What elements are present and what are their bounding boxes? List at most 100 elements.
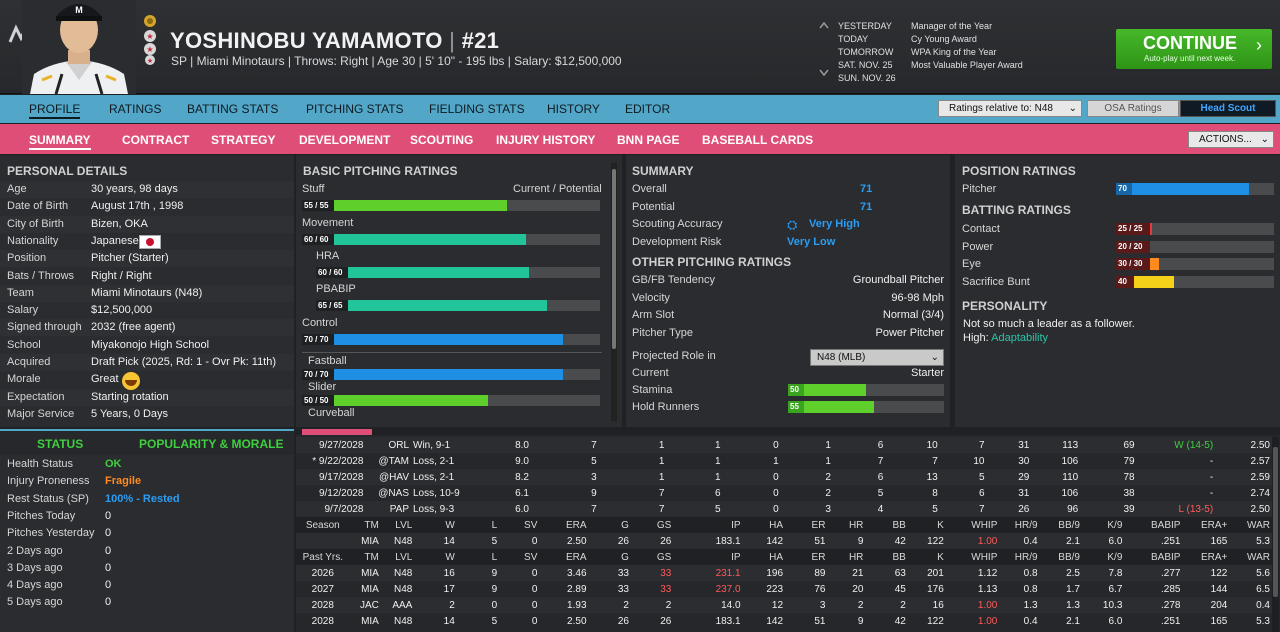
column-header[interactable]: WHIP bbox=[971, 551, 998, 563]
status-label: Pitches Today bbox=[7, 509, 76, 522]
column-header[interactable]: HR bbox=[848, 519, 864, 531]
table-row[interactable]: 2028 MIA N48 14 5 0 2.50 26 26 183.1 142 51 9 42 122 1.… bbox=[296, 613, 1272, 629]
table-row[interactable]: 9/27/2028 ORL Win, 9-1 8.0 7 1 1 0 1 6 10 7 31 113 69 W… bbox=[296, 437, 1272, 453]
column-header[interactable]: HR bbox=[848, 551, 864, 563]
schedule-row[interactable]: SUN. NOV. 26 bbox=[838, 72, 1028, 85]
tab-baseball-cards[interactable]: BASEBALL CARDS bbox=[702, 133, 814, 147]
game-cell: 106 bbox=[1061, 455, 1079, 467]
column-header[interactable]: W bbox=[445, 551, 455, 563]
column-header[interactable]: HR/9 bbox=[1014, 519, 1038, 531]
column-header[interactable]: GS bbox=[656, 519, 672, 531]
column-header[interactable]: G bbox=[621, 551, 629, 563]
stat-cell: 14.0 bbox=[721, 599, 741, 611]
continue-button[interactable]: CONTINUE Auto-play until next week. › bbox=[1116, 29, 1272, 69]
column-header[interactable]: SV bbox=[524, 551, 538, 563]
tab-fielding-stats[interactable]: FIELDING STATS bbox=[429, 102, 525, 116]
column-header[interactable]: Past Yrs. bbox=[302, 551, 343, 563]
head-scout-toggle[interactable]: Head Scout bbox=[1180, 100, 1276, 117]
tab-history[interactable]: HISTORY bbox=[547, 102, 600, 116]
status-label: Injury Proneness bbox=[7, 475, 90, 488]
schedule-row[interactable]: SAT. NOV. 25 Most Valuable Player Award bbox=[838, 59, 1028, 72]
tab-development[interactable]: DEVELOPMENT bbox=[299, 133, 391, 147]
schedule-nav-arrows[interactable] bbox=[818, 20, 830, 78]
column-header[interactable]: W bbox=[445, 519, 455, 531]
column-header[interactable]: WHIP bbox=[971, 519, 998, 531]
tab-batting-stats[interactable]: BATTING STATS bbox=[187, 102, 279, 116]
column-header[interactable]: LVL bbox=[395, 519, 413, 531]
tab-injury-history[interactable]: INJURY HISTORY bbox=[496, 133, 596, 147]
detail-value: Draft Pick (2025, Rd: 1 - Ovr Pk: 11th) bbox=[91, 356, 277, 368]
column-header[interactable]: ERA bbox=[565, 551, 587, 563]
column-header[interactable]: BB/9 bbox=[1058, 551, 1080, 563]
game-cell: 3 bbox=[825, 503, 831, 515]
scrollbar[interactable] bbox=[611, 163, 617, 421]
game-cell: 1 bbox=[825, 439, 831, 451]
game-cell: 1 bbox=[825, 455, 831, 467]
column-header[interactable]: LVL bbox=[395, 551, 413, 563]
column-header[interactable]: SV bbox=[524, 519, 538, 531]
column-header[interactable]: ERA+ bbox=[1200, 551, 1228, 563]
tab-status[interactable]: STATUS bbox=[37, 437, 84, 451]
column-header[interactable]: GS bbox=[656, 551, 672, 563]
column-header[interactable]: BB bbox=[892, 551, 906, 563]
table-row[interactable]: 2027 MIA N48 17 9 0 2.89 33 33 237.0 223 76 20 45 176 1… bbox=[296, 581, 1272, 597]
column-header[interactable]: HA bbox=[769, 551, 784, 563]
table-row[interactable]: 2028 JAC AAA 2 0 0 1.93 2 2 14.0 12 3 2 2 16 1.00 1.3 1.3… bbox=[296, 597, 1272, 613]
projected-role-dropdown[interactable]: N48 (MLB) ⌄ bbox=[810, 349, 944, 366]
stat-cell: N48 bbox=[394, 615, 413, 627]
games-tab[interactable] bbox=[302, 429, 372, 435]
column-header[interactable]: IP bbox=[731, 551, 741, 563]
game-cell: 6.0 bbox=[515, 503, 529, 515]
tab-editor[interactable]: EDITOR bbox=[625, 102, 671, 116]
column-header[interactable]: Season bbox=[305, 519, 340, 531]
scrollbar[interactable] bbox=[1272, 437, 1279, 632]
column-header[interactable]: L bbox=[491, 519, 498, 531]
tab-profile[interactable]: PROFILE bbox=[29, 102, 81, 119]
column-header[interactable]: TM bbox=[364, 551, 379, 563]
game-cell: * 9/22/2028 bbox=[312, 455, 364, 467]
ratings-relative-dropdown[interactable]: Ratings relative to: N48 ⌄ bbox=[938, 100, 1082, 117]
column-header[interactable]: ERA+ bbox=[1200, 519, 1228, 531]
column-header[interactable]: G bbox=[621, 519, 629, 531]
column-header[interactable]: WAR bbox=[1247, 519, 1270, 531]
tab-strategy[interactable]: STRATEGY bbox=[211, 133, 276, 147]
table-row[interactable]: 9/7/2028 PAP Loss, 9-3 6.0 7 7 5 0 3 4 5 7 26 96 39 L (… bbox=[296, 501, 1272, 517]
table-row[interactable]: MIA N48 14 5 0 2.50 26 26 183.1 142 51 9 42 122 1.00 0.… bbox=[296, 533, 1272, 549]
osa-ratings-toggle[interactable]: OSA Ratings bbox=[1087, 100, 1179, 117]
column-header[interactable]: TM bbox=[364, 519, 379, 531]
column-header[interactable]: ER bbox=[811, 551, 826, 563]
column-header[interactable]: ER bbox=[811, 519, 826, 531]
player-info-line: SP | Miami Minotaurs | Throws: Right | A… bbox=[171, 54, 622, 68]
column-header[interactable]: BABIP bbox=[1150, 519, 1181, 531]
column-header[interactable]: BB bbox=[892, 519, 906, 531]
tab-bnn-page[interactable]: BNN PAGE bbox=[617, 133, 680, 147]
table-row[interactable]: * 9/22/2028 @TAM Loss, 2-1 9.0 5 1 1 1 1 7 7 10 30 10… bbox=[296, 453, 1272, 469]
tab-contract[interactable]: CONTRACT bbox=[122, 133, 190, 147]
column-header[interactable]: L bbox=[491, 551, 498, 563]
column-header[interactable]: BB/9 bbox=[1058, 519, 1080, 531]
tab-pitching-stats[interactable]: PITCHING STATS bbox=[306, 102, 404, 116]
tab-ratings[interactable]: RATINGS bbox=[109, 102, 162, 116]
column-header[interactable]: BABIP bbox=[1150, 551, 1181, 563]
tab-scouting[interactable]: SCOUTING bbox=[410, 133, 474, 147]
table-row[interactable]: 9/17/2028 @HAV Loss, 2-1 8.2 3 1 1 0 2 6 13 5 29 110 7… bbox=[296, 469, 1272, 485]
column-header[interactable]: K/9 bbox=[1107, 551, 1123, 563]
column-header[interactable]: K/9 bbox=[1107, 519, 1123, 531]
game-cell: 9/17/2028 bbox=[318, 471, 364, 483]
column-header[interactable]: IP bbox=[731, 519, 741, 531]
column-header[interactable]: ERA bbox=[565, 519, 587, 531]
column-header[interactable]: HR/9 bbox=[1014, 551, 1038, 563]
awards-ribbon-icon[interactable]: ★ ★ ★ bbox=[140, 14, 160, 66]
schedule-row[interactable]: YESTERDAY Manager of the Year bbox=[838, 20, 1028, 33]
tab-popularity-morale[interactable]: POPULARITY & MORALE bbox=[139, 437, 284, 451]
table-row[interactable]: 2026 MIA N48 16 9 0 3.46 33 33 231.1 196 89 21 63 201 1… bbox=[296, 565, 1272, 581]
actions-dropdown[interactable]: ACTIONS... ⌄ bbox=[1188, 131, 1274, 148]
schedule-row[interactable]: TOMORROW WPA King of the Year bbox=[838, 46, 1028, 59]
column-header[interactable]: K bbox=[937, 551, 944, 563]
column-header[interactable]: WAR bbox=[1247, 551, 1270, 563]
tab-summary[interactable]: SUMMARY bbox=[29, 133, 91, 150]
table-row[interactable]: 9/12/2028 @NAS Loss, 10-9 6.1 9 7 6 0 2 5 8 6 31 106 3… bbox=[296, 485, 1272, 501]
column-header[interactable]: K bbox=[937, 519, 944, 531]
column-header[interactable]: HA bbox=[769, 519, 784, 531]
schedule-row[interactable]: TODAY Cy Young Award bbox=[838, 33, 1028, 46]
